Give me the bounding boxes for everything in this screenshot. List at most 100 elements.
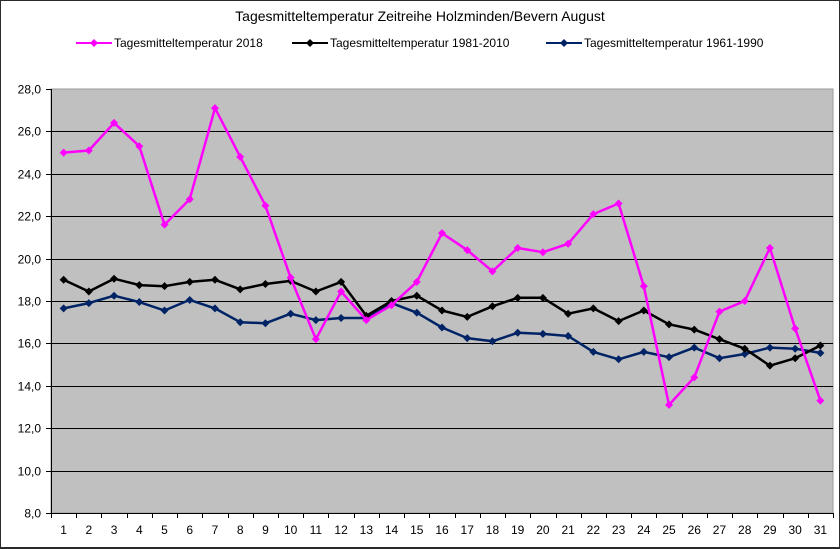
data-point-marker <box>438 306 446 315</box>
data-point-marker <box>740 350 749 358</box>
x-tick-label: 7 <box>212 523 219 537</box>
data-point-marker <box>765 244 774 252</box>
x-tick-label: 1 <box>60 523 67 537</box>
data-point-marker <box>816 341 825 350</box>
x-tick-label: 2 <box>85 523 92 537</box>
y-tick-label: 18,0 <box>18 295 42 309</box>
data-point-marker <box>513 293 522 302</box>
x-tick-label: 24 <box>637 523 651 537</box>
x-tick-label: 6 <box>186 523 193 537</box>
data-point-marker <box>438 323 446 332</box>
data-point-marker <box>513 244 522 252</box>
x-tick-label: 27 <box>713 523 727 537</box>
y-tick-label: 26,0 <box>18 125 42 139</box>
data-point-marker <box>589 347 598 356</box>
data-point-marker <box>614 199 623 208</box>
x-tick-label: 30 <box>788 523 802 537</box>
data-point-marker <box>639 347 648 356</box>
data-point-marker <box>488 302 497 311</box>
x-tick-label: 25 <box>662 523 676 537</box>
x-tick-label: 18 <box>486 523 500 537</box>
data-point-marker <box>185 277 194 286</box>
data-point-marker <box>665 400 674 409</box>
x-tick-label: 5 <box>161 523 168 537</box>
data-point-marker <box>614 317 623 326</box>
legend-label-1961-1990: Tagesmitteltemperatur 1961-1990 <box>584 36 764 50</box>
data-point-marker <box>59 148 68 157</box>
data-point-marker <box>564 331 573 340</box>
data-point-marker <box>639 282 648 291</box>
data-point-marker <box>488 267 497 276</box>
y-tick-label: 10,0 <box>18 465 42 479</box>
x-tick-label: 21 <box>561 523 575 537</box>
data-point-marker <box>564 309 573 318</box>
data-point-marker <box>614 355 623 364</box>
data-point-marker <box>160 220 169 229</box>
legend-item-2018: Tagesmitteltemperatur 2018 <box>76 36 263 50</box>
data-point-marker <box>59 304 68 313</box>
data-point-marker <box>564 239 573 248</box>
data-point-marker <box>286 309 295 318</box>
x-tick-label: 3 <box>111 523 118 537</box>
data-point-marker <box>740 297 749 305</box>
data-point-marker <box>110 274 119 283</box>
data-point-marker <box>185 195 194 204</box>
data-point-marker <box>362 316 371 325</box>
data-point-marker <box>690 373 699 382</box>
data-point-marker <box>488 337 497 346</box>
data-point-marker <box>791 324 800 333</box>
data-point-marker <box>690 325 699 334</box>
y-tick-label: 24,0 <box>18 168 42 182</box>
data-point-marker <box>135 281 144 290</box>
data-point-marker <box>84 146 93 155</box>
legend-item-1981-2010: Tagesmitteltemperatur 1981-2010 <box>292 36 509 50</box>
y-tick-label: 14,0 <box>18 380 42 394</box>
data-point-marker <box>791 354 800 363</box>
y-tick-label: 12,0 <box>18 422 42 436</box>
data-point-marker <box>286 273 295 282</box>
data-point-marker <box>589 304 598 313</box>
data-point-marker <box>185 295 194 304</box>
data-point-marker <box>160 306 169 315</box>
series-line <box>59 274 825 370</box>
x-tick-label: 19 <box>511 523 525 537</box>
y-tick-label: 20,0 <box>18 253 42 267</box>
x-tick-label: 14 <box>385 523 399 537</box>
data-point-marker <box>463 312 472 321</box>
legend-marker-2018-icon <box>76 39 112 47</box>
data-point-marker <box>412 291 421 300</box>
x-tick-label: 16 <box>435 523 449 537</box>
data-point-marker <box>816 348 825 357</box>
data-point-marker <box>816 396 825 405</box>
data-point-marker <box>412 277 421 286</box>
data-point-marker <box>438 229 446 238</box>
data-point-marker <box>665 353 674 362</box>
series-line <box>59 291 825 364</box>
data-point-marker <box>110 118 119 127</box>
data-point-marker <box>261 280 270 289</box>
data-point-marker <box>84 287 93 296</box>
data-point-marker <box>538 329 547 338</box>
chart-title: Tagesmitteltemperatur Zeitreihe Holzmind… <box>235 8 605 24</box>
x-tick-label: 11 <box>310 523 323 537</box>
x-tick-label: 17 <box>461 523 475 537</box>
axes <box>51 89 834 518</box>
y-tick-label: 16,0 <box>18 337 42 351</box>
data-point-marker <box>765 361 774 370</box>
data-point-marker <box>84 299 93 308</box>
data-point-marker <box>665 320 674 329</box>
gridlines <box>46 89 833 514</box>
data-point-marker <box>538 293 547 302</box>
data-point-marker <box>765 343 774 352</box>
legend-label-1981-2010: Tagesmitteltemperatur 1981-2010 <box>330 36 510 50</box>
data-point-marker <box>463 334 472 343</box>
data-point-marker <box>538 248 547 257</box>
data-point-marker <box>311 335 320 344</box>
x-tick-label: 20 <box>536 523 550 537</box>
data-point-marker <box>236 318 245 327</box>
y-tick-label: 28,0 <box>18 83 42 97</box>
legend: Tagesmitteltemperatur 2018 Tagesmittelte… <box>0 36 840 54</box>
data-point-marker <box>59 275 68 284</box>
data-point-marker <box>715 307 724 316</box>
